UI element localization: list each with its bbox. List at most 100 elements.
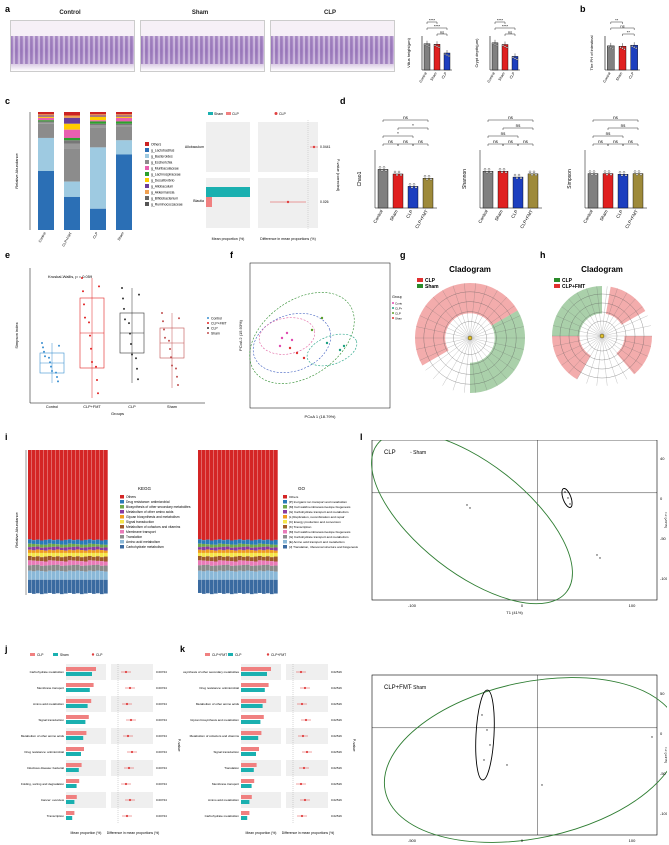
kegg-bar-segment — [76, 546, 80, 550]
kegg-bar-segment — [88, 570, 92, 580]
kegg-bar-segment — [84, 579, 88, 594]
go-bar-segment — [262, 550, 266, 553]
kegg-bar-segment — [68, 570, 72, 580]
c-legend-label: g_Desulfovibrio — [151, 179, 174, 183]
d-sig-label: ns — [388, 139, 394, 144]
cladogram-legend-label: Sham — [425, 284, 439, 290]
cladogram-branch — [469, 283, 476, 339]
k-bar — [241, 768, 254, 772]
go-bar-segment — [270, 552, 274, 558]
e-point — [171, 364, 173, 367]
e-point — [51, 370, 53, 372]
l-bottom-point — [483, 759, 485, 761]
go-legend-swatch — [283, 525, 287, 529]
l-top-point — [569, 503, 571, 505]
kegg-bar-segment — [80, 552, 84, 558]
d-sig-bracket — [487, 119, 534, 122]
kegg-bar-segment — [72, 560, 76, 565]
kegg-bar-segment — [56, 546, 60, 550]
go-bar-segment — [230, 540, 234, 545]
j-point — [127, 766, 131, 770]
cladogram-legend-label: CLP — [425, 278, 436, 284]
kegg-bar-segment — [104, 571, 108, 580]
e-point — [95, 365, 97, 368]
cladogram-branch — [469, 297, 507, 339]
e-point — [137, 378, 139, 381]
d-point — [635, 173, 639, 176]
kegg-bar-segment — [36, 570, 40, 580]
l-top-xtick: 0 — [521, 603, 524, 608]
d-bar — [377, 169, 389, 209]
c-stack-segment — [116, 140, 132, 155]
ph-sig-bracket — [610, 21, 623, 24]
j-point — [129, 718, 133, 722]
c-diff-legend-label: CLP — [232, 112, 239, 116]
go-bar-segment — [258, 543, 262, 548]
kegg-bar-segment — [32, 540, 36, 544]
f-point — [278, 344, 282, 348]
d-point — [588, 170, 592, 173]
kegg-legend-label: Signal transduction — [126, 520, 154, 524]
kegg-legend-swatch — [120, 510, 124, 514]
d-point — [429, 178, 433, 181]
kegg-bar-segment — [48, 555, 52, 561]
go-bar-segment — [218, 547, 222, 550]
go-bar-segment — [270, 557, 274, 562]
cladogram-branch — [469, 337, 498, 386]
j-row-label: Metabolism of other amino acids — [21, 734, 65, 738]
go-bar-segment — [206, 579, 210, 594]
cladogram-branch — [601, 286, 608, 337]
cladogram-legend-label: CLP+FMT — [562, 284, 585, 290]
cladogram-sector — [552, 286, 602, 336]
go-bar-segment — [254, 571, 258, 580]
go-bar-segment — [214, 544, 218, 548]
e-point — [177, 384, 179, 386]
cladogram-branch — [601, 298, 636, 337]
c-diff-plabel: P-value (corrected) — [336, 159, 340, 192]
d-point — [414, 186, 418, 189]
go-bar-segment — [222, 560, 226, 565]
kegg-bar-segment — [64, 556, 68, 562]
go-bar-segment — [266, 560, 270, 565]
d-point — [380, 169, 384, 172]
d-sig-bracket — [487, 143, 504, 146]
l-bottom-frame — [371, 674, 658, 836]
cladogram-branch — [425, 337, 471, 371]
go-bar-segment — [254, 450, 258, 540]
f-legend-dot — [392, 312, 394, 314]
k-pvalue: 0.02516 — [331, 766, 342, 770]
e-xlabel: Groups — [111, 411, 124, 416]
go-bar-segment — [246, 546, 250, 550]
j-bar — [66, 800, 75, 804]
go-legend-swatch — [283, 545, 287, 549]
c-stack-segment — [38, 112, 54, 115]
e-point — [169, 348, 171, 350]
f-point — [342, 344, 346, 348]
kegg-bar-segment — [52, 552, 56, 557]
crypt-point — [504, 45, 506, 48]
go-bar-segment — [210, 565, 214, 572]
kegg-bar-segment — [36, 579, 40, 594]
c-legend-swatch — [145, 160, 149, 164]
kegg-bar-segment — [96, 539, 100, 545]
c-legend-swatch — [145, 178, 149, 182]
f-legend-label: CLP+FMT — [395, 307, 402, 311]
cladogram-legend-swatch — [554, 278, 560, 282]
d-point — [384, 169, 388, 172]
kegg-bar-segment — [72, 564, 76, 572]
go-bar-segment — [206, 570, 210, 580]
j-row-label: Folding, sorting and degradation — [21, 782, 64, 786]
d-tick-label: Sham — [599, 209, 609, 222]
k-bar — [241, 779, 255, 783]
kegg-bar-segment — [40, 552, 44, 558]
go-bar-segment — [214, 450, 218, 540]
k-bar — [241, 683, 269, 687]
c-stack-segment — [38, 137, 54, 171]
f-ellipse — [249, 292, 355, 384]
j-bar — [66, 699, 92, 703]
go-bar-segment — [210, 544, 214, 548]
go-bar-segment — [210, 552, 214, 558]
go-bar-segment — [246, 579, 250, 594]
crypt-sig-label: **** — [502, 24, 509, 29]
i-ylabel: Relative Abundance — [14, 511, 19, 547]
